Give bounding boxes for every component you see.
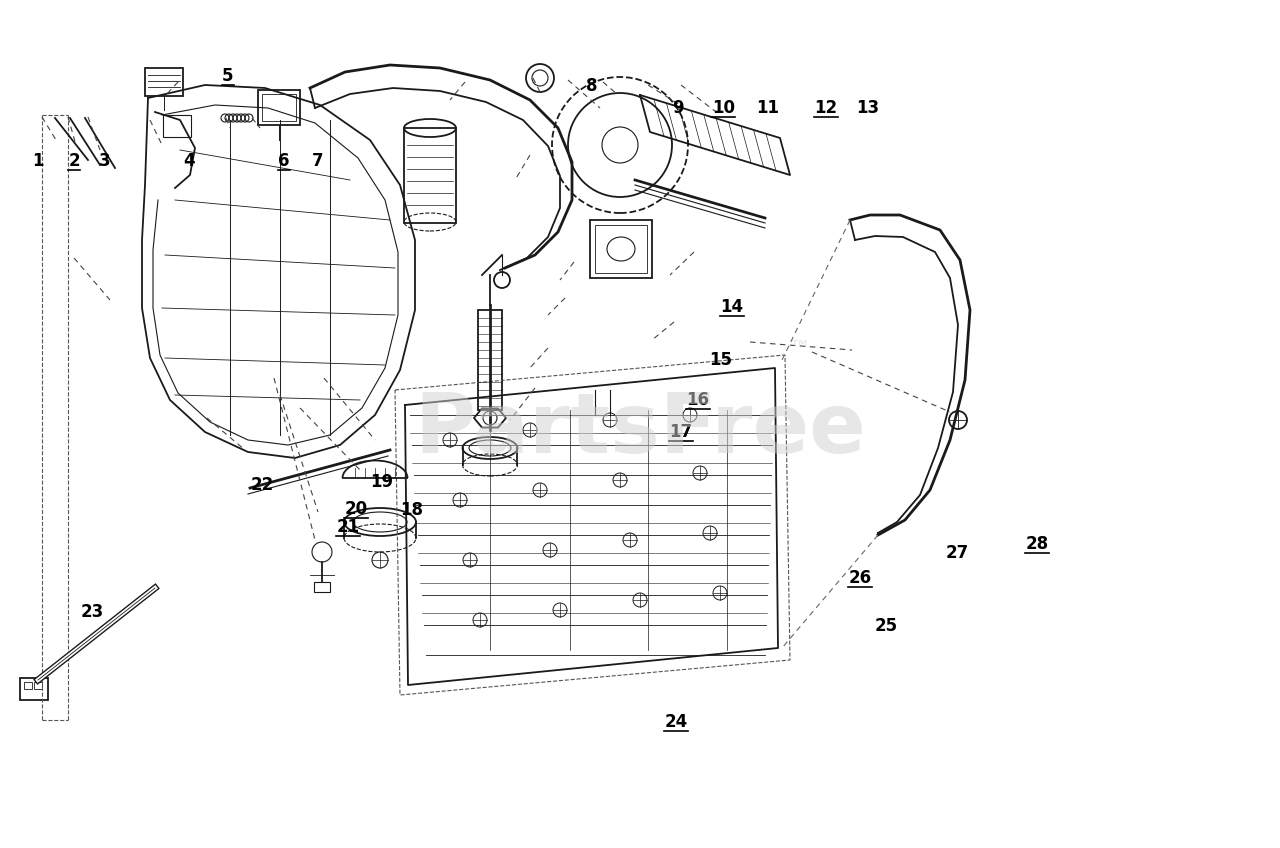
Text: 23: 23 [81, 603, 104, 622]
Text: 11: 11 [756, 98, 780, 117]
Text: 8: 8 [586, 77, 596, 96]
Text: 7: 7 [311, 152, 324, 170]
Text: 6: 6 [279, 152, 289, 170]
Bar [262, 94, 296, 121]
Text: 12: 12 [814, 98, 837, 117]
Bar [314, 582, 330, 592]
Text: PartsFree: PartsFree [415, 389, 865, 471]
Text: 27: 27 [946, 544, 969, 562]
Text: 24: 24 [664, 713, 687, 732]
Bar [477, 310, 502, 410]
Bar [145, 68, 183, 96]
Bar [163, 115, 191, 137]
Text: 3: 3 [99, 152, 111, 170]
Text: 28: 28 [1025, 535, 1048, 554]
Text: 9: 9 [672, 98, 685, 117]
Bar [590, 220, 652, 278]
Bar [20, 678, 49, 700]
Text: 13: 13 [856, 98, 879, 117]
Bar [35, 682, 42, 689]
Text: 19: 19 [370, 472, 393, 491]
Text: 15: 15 [709, 351, 732, 370]
Text: 14: 14 [721, 298, 744, 316]
Text: 26: 26 [849, 569, 872, 588]
Text: 22: 22 [251, 476, 274, 494]
Bar [404, 128, 456, 223]
Text: 1: 1 [33, 152, 44, 170]
Text: 5: 5 [223, 67, 233, 86]
Text: 17: 17 [669, 423, 692, 442]
Text: 4: 4 [183, 152, 196, 170]
Text: 21: 21 [337, 518, 360, 537]
Text: ™: ™ [788, 340, 812, 360]
Text: 25: 25 [874, 616, 897, 635]
Bar [24, 682, 32, 689]
Text: 10: 10 [712, 98, 735, 117]
Text: 20: 20 [344, 499, 367, 518]
Text: 2: 2 [68, 152, 81, 170]
Text: 18: 18 [401, 501, 424, 520]
Bar [595, 225, 646, 273]
Bar [259, 90, 300, 125]
Text: 16: 16 [686, 391, 709, 410]
